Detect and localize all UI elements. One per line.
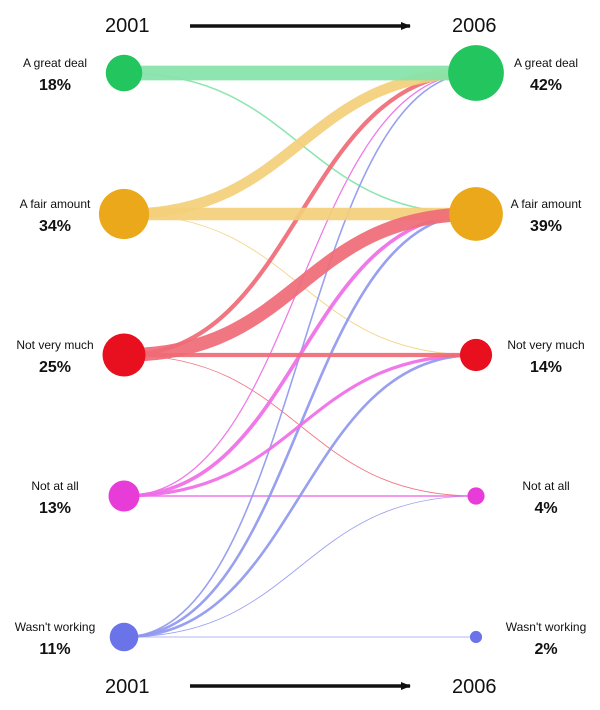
right-pct-fair-amount: 39% xyxy=(530,218,562,235)
node-2006-not-very-much xyxy=(459,338,493,372)
flow-a-fair-amount-to-a-great-deal xyxy=(123,67,477,220)
year-start-top: 2001 xyxy=(105,15,150,37)
right-label-not-at-all: Not at all xyxy=(522,479,569,493)
flow-not-very-much-to-a-fair-amount xyxy=(123,207,477,362)
labels-right: A great deal 42% A fair amount 39% Not v… xyxy=(506,56,587,658)
node-2006-not-at-all xyxy=(467,487,485,505)
node-2001-a-great-deal xyxy=(105,54,143,92)
flow-wasn-t-working-to-not-very-much xyxy=(123,353,477,639)
node-2001-a-fair-amount xyxy=(98,188,150,240)
right-pct-great-deal: 42% xyxy=(530,77,562,94)
left-label-great-deal: A great deal xyxy=(23,56,87,70)
left-pct-not-very-much: 25% xyxy=(39,359,71,376)
node-2006-a-fair-amount xyxy=(449,187,503,241)
flow-layer xyxy=(123,65,477,639)
node-2001-not-at-all xyxy=(108,480,140,512)
node-2001-not-very-much xyxy=(102,333,146,377)
left-pct-wasnt-working: 11% xyxy=(39,641,70,658)
left-label-fair-amount: A fair amount xyxy=(20,197,91,211)
right-pct-not-very-much: 14% xyxy=(530,359,562,376)
year-end-top: 2006 xyxy=(452,15,497,37)
left-label-not-at-all: Not at all xyxy=(31,479,78,493)
labels-left: A great deal 18% A fair amount 34% Not v… xyxy=(15,56,96,658)
right-label-wasnt-working: Wasn't working xyxy=(506,620,587,634)
right-pct-not-at-all: 4% xyxy=(534,500,557,517)
node-2006-wasn-t-working xyxy=(469,630,483,644)
node-2006-a-great-deal xyxy=(448,45,504,101)
left-label-not-very-much: Not very much xyxy=(16,338,93,352)
node-2001-wasn-t-working xyxy=(109,622,139,652)
right-label-fair-amount: A fair amount xyxy=(511,197,582,211)
left-pct-not-at-all: 13% xyxy=(39,500,71,517)
flow-wasn-t-working-to-not-at-all xyxy=(123,495,477,638)
left-pct-great-deal: 18% xyxy=(39,77,71,94)
node-layer xyxy=(98,45,504,652)
right-label-great-deal: A great deal xyxy=(514,56,578,70)
right-pct-wasnt-working: 2% xyxy=(534,641,557,658)
year-end-bottom: 2006 xyxy=(452,676,497,698)
left-label-wasnt-working: Wasn't working xyxy=(15,620,96,634)
flow-not-at-all-to-not-very-much xyxy=(123,353,477,498)
year-start-bottom: 2001 xyxy=(105,676,150,698)
left-pct-fair-amount: 34% xyxy=(39,218,71,235)
right-label-not-very-much: Not very much xyxy=(507,338,584,352)
